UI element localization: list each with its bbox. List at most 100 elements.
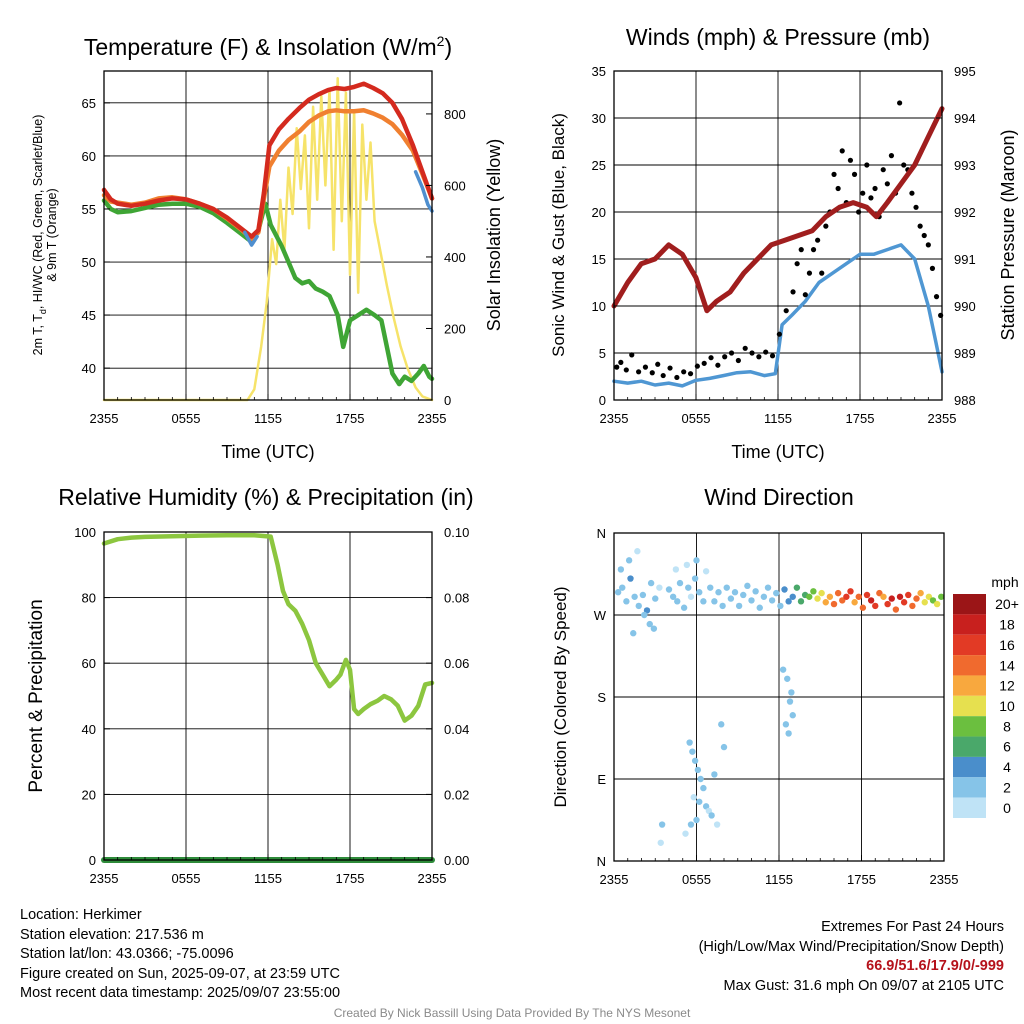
- direction-point: [818, 589, 825, 597]
- dir-ylabel: Direction (Colored By Speed): [551, 586, 570, 807]
- station-latlon: Station lat/lon: 43.0366; -75.0096: [20, 946, 234, 962]
- direction-point: [691, 757, 699, 764]
- direction-point: [617, 566, 625, 573]
- temp-ytick-label: 65: [82, 96, 96, 111]
- direction-point: [909, 602, 916, 610]
- direction-point: [876, 589, 883, 597]
- extremes-values: 66.9/51.6/17.9/0/-999: [866, 958, 1004, 974]
- direction-point: [689, 748, 696, 755]
- wind-xtick-label: 1155: [764, 411, 792, 426]
- direction-point: [672, 566, 680, 573]
- direction-point: [614, 589, 622, 596]
- temp-ytick-label: 60: [82, 149, 96, 164]
- rh-ytick-label: 20: [82, 787, 96, 802]
- wind-xtick-label: 2355: [928, 411, 957, 426]
- direction-point: [718, 721, 725, 728]
- direction-point: [711, 598, 718, 605]
- direction-point: [863, 591, 871, 599]
- wind-y2tick-label: 994: [954, 111, 976, 126]
- direction-point: [929, 597, 937, 604]
- gust-point: [649, 370, 655, 376]
- wind-y2tick-label: 995: [954, 64, 976, 79]
- wind-series-group: [611, 100, 945, 388]
- figure-created: Figure created on Sun, 2025-09-07, at 23…: [20, 965, 340, 982]
- rh-y2tick-label: 0.02: [444, 787, 469, 802]
- direction-point: [702, 568, 710, 575]
- direction-point: [697, 775, 704, 783]
- direction-point: [784, 675, 791, 682]
- temp-y2tick-label: 800: [444, 107, 466, 122]
- direction-point: [635, 602, 642, 610]
- wind-chill-line: [243, 230, 259, 247]
- direction-point: [687, 593, 695, 600]
- direction-point: [676, 579, 684, 587]
- wind-xtick-label: 0555: [682, 411, 711, 426]
- colorbar-swatch: [953, 756, 986, 778]
- direction-point: [938, 593, 945, 600]
- gust-point: [933, 294, 940, 300]
- pressure-line: [611, 106, 945, 314]
- dir-ytick-label: N: [597, 526, 606, 541]
- direction-point: [658, 821, 666, 828]
- gust-point: [715, 362, 721, 368]
- dir-gridlines: [614, 533, 944, 861]
- wind-ytick-label: 30: [592, 111, 606, 126]
- direction-point: [693, 557, 700, 564]
- gust-point: [819, 270, 825, 276]
- rh-ytick-label: 0: [89, 853, 96, 868]
- gust-point: [872, 185, 878, 192]
- wind-ytick-label: 0: [599, 393, 606, 408]
- temp-title: Temperature (F) & Insolation (W/m2): [84, 33, 452, 60]
- gust-point: [687, 371, 694, 377]
- direction-point: [797, 598, 805, 605]
- credit-line: Created By Nick Bassill Using Data Provi…: [333, 1006, 691, 1020]
- direction-point: [625, 557, 633, 564]
- wind-ytick-label: 20: [592, 205, 606, 220]
- rh-xtick-label: 0555: [172, 871, 201, 886]
- direction-point: [646, 620, 653, 628]
- colorbar-label: 8: [1003, 718, 1011, 734]
- temp-xtick-label: 0555: [172, 411, 201, 426]
- direction-point: [623, 598, 630, 605]
- gust-point: [694, 363, 700, 369]
- direction-point: [657, 839, 664, 846]
- dir-panel: Wind Direction 2355 0555 1155 1755 2355 N W S E N…: [551, 484, 1019, 887]
- direction-point: [656, 584, 663, 591]
- direction-point: [872, 602, 879, 610]
- direction-point: [777, 602, 784, 610]
- gust-point: [769, 353, 776, 359]
- direction-point: [859, 604, 867, 611]
- direction-point: [700, 784, 707, 792]
- rh-ytick-label: 100: [74, 525, 96, 540]
- gust-point: [636, 369, 642, 375]
- colorbar-swatch: [953, 777, 986, 798]
- temp-ytick-label: 40: [82, 361, 96, 376]
- wind-y2label: Station Pressure (Maroon): [998, 129, 1018, 340]
- gust-point: [660, 372, 666, 379]
- gust-point: [888, 153, 895, 159]
- direction-point: [647, 579, 655, 587]
- temp-tick-labels: 2355 0555 1155 1755 2355 40 45 50 55 60 65 0 200 400 6…: [82, 96, 466, 426]
- direction-point: [735, 602, 743, 610]
- temp-ylabel-line2: & 9m T (Orange): [45, 188, 59, 281]
- direction-point: [892, 606, 900, 613]
- direction-point: [822, 599, 829, 606]
- temp-xtick-label: 2355: [418, 411, 447, 426]
- rh-xtick-label: 1755: [336, 871, 365, 886]
- direction-point: [782, 721, 790, 728]
- gust-point: [642, 364, 649, 370]
- gust-point: [681, 369, 687, 375]
- rh-ytick-label: 80: [82, 591, 96, 606]
- direction-point: [839, 597, 846, 604]
- gust-point: [860, 190, 866, 196]
- gust-point: [815, 237, 821, 243]
- dir-tick-labels: 2355 0555 1155 1755 2355 N W S E N: [594, 526, 959, 887]
- wind-tick-labels: 2355 0555 1155 1755 2355 0 5 10 15 20 25 30 35 988 989…: [592, 64, 976, 426]
- gust-point: [618, 359, 624, 365]
- dir-xtick-label: 1155: [765, 872, 793, 887]
- colorbar-swatch: [953, 655, 986, 676]
- colorbar-swatch: [953, 797, 986, 818]
- rh-panel: Relative Humidity (%) & Precipitation (i…: [26, 484, 474, 886]
- direction-point: [708, 812, 715, 819]
